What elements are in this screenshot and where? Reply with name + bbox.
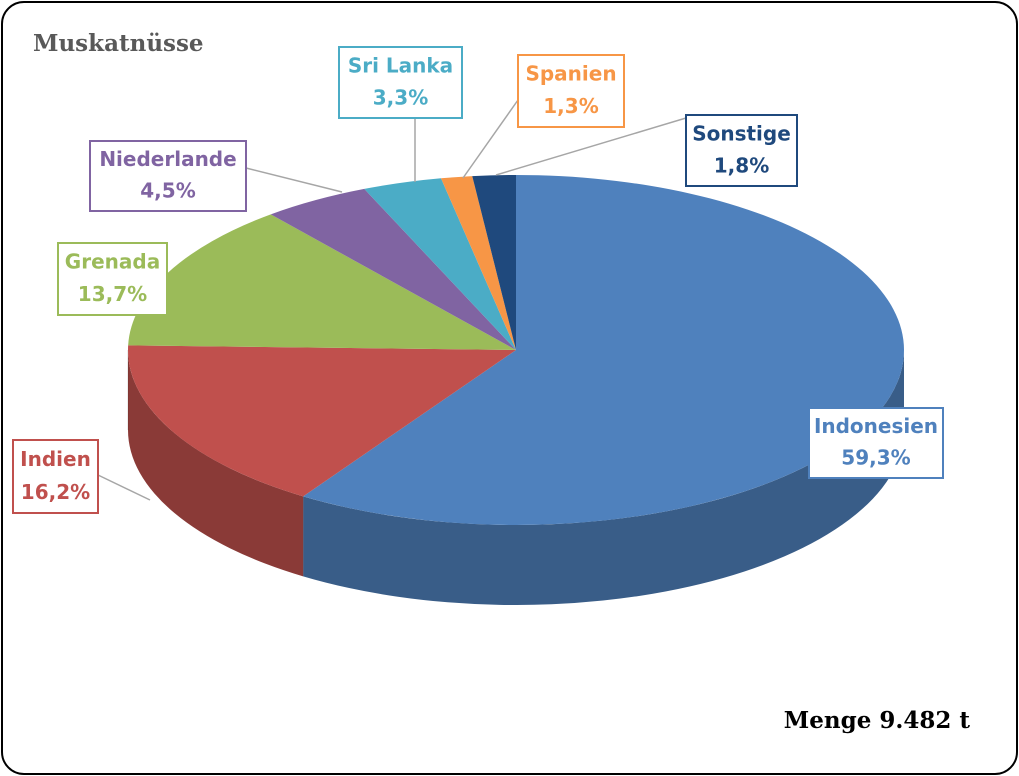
pie-slice [472,175,516,350]
label-box [685,114,798,187]
leader-line [495,117,687,176]
category-label: Niederlande [99,147,236,171]
annotation: Menge 9.482 t [784,707,971,734]
pie-slice [364,178,516,350]
pie-slice [127,345,517,497]
category-label: Indien [20,447,91,471]
label-box [808,407,944,479]
value-label: 13,7% [78,282,147,306]
value-label: 1,3% [543,94,598,118]
category-label: Sri Lanka [348,53,453,77]
label-box [89,140,247,212]
value-label: 3,3% [373,85,428,109]
category-label: Spanien [525,62,616,86]
category-label: Sonstige [692,121,791,145]
label-box [338,46,463,119]
label-box [517,54,625,128]
leader-line [245,167,343,193]
value-label: 59,3% [841,446,910,470]
leader-line [97,474,151,501]
pie-slice [128,214,516,350]
leader-lines [97,99,687,501]
pie-slice [303,175,904,525]
value-label: 1,8% [714,153,769,177]
pie-slice-side [303,350,904,605]
category-label: Indonesien [814,414,938,438]
label-box [57,242,168,316]
pie-slice [440,176,516,350]
chart-title: Muskatnüsse [33,30,204,57]
category-label: Grenada [65,250,160,274]
pie-tops [127,175,904,525]
pie-slice [270,188,516,350]
pie-slice-side [128,350,304,577]
value-label: 4,5% [140,179,195,203]
label-box [12,439,99,514]
data-labels: Indonesien 59,3% Indien 16,2% Grenada 13,7% Ni… [12,46,944,514]
value-label: 16,2% [21,480,90,504]
pie-sides [127,350,904,605]
leader-line [462,99,519,179]
